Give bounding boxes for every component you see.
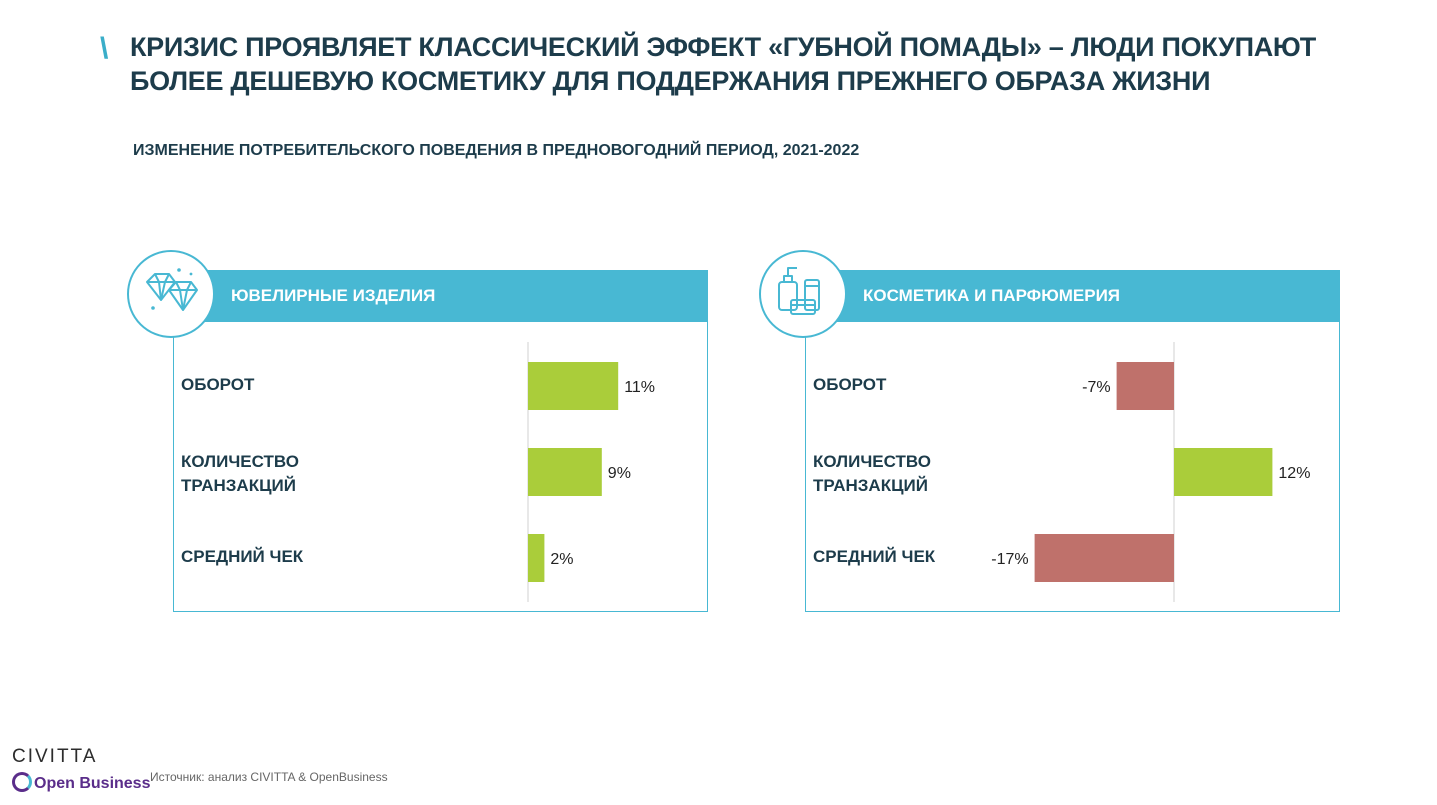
chart-subtitle: ИЗМЕНЕНИЕ ПОТРЕБИТЕЛЬСКОГО ПОВЕДЕНИЯ В П… bbox=[133, 142, 860, 159]
page-title: КРИЗИС ПРОЯВЛЯЕТ КЛАССИЧЕСКИЙ ЭФФЕКТ «ГУ… bbox=[130, 32, 1316, 96]
openbusiness-logo: Open Business bbox=[12, 772, 150, 793]
bar-3 bbox=[1034, 534, 1174, 582]
data-label-1: -7% bbox=[1082, 379, 1110, 396]
data-label-3: 2% bbox=[550, 551, 573, 568]
source-note: Источник: анализ CIVITTA & OpenBusiness bbox=[150, 770, 388, 784]
panel-header: ЮВЕЛИРНЫЕ ИЗДЕЛИЯ bbox=[173, 270, 708, 322]
data-label-2: 9% bbox=[608, 465, 631, 482]
panel-cosmetics: КОСМЕТИКА И ПАРФЮМЕРИЯ -7% 12% -17% ОБОРОТ… bbox=[759, 250, 1340, 612]
row-label-transactions: КОЛИЧЕСТВО ТРАНЗАКЦИЙ bbox=[813, 452, 931, 495]
openbusiness-ring-icon bbox=[12, 772, 32, 792]
panel-title: КОСМЕТИКА И ПАРФЮМЕРИЯ bbox=[863, 286, 1121, 305]
data-label-1: 11% bbox=[624, 379, 655, 396]
row-label-avg-check: СРЕДНИЙ ЧЕК bbox=[181, 547, 304, 566]
row-label-turnover: ОБОРОТ bbox=[181, 375, 255, 394]
diamond-icon bbox=[127, 250, 215, 338]
chart-jewelry: 11% 9% 2% bbox=[527, 342, 655, 602]
data-label-2: 12% bbox=[1278, 465, 1310, 482]
title-accent-slash: \ bbox=[100, 32, 109, 65]
bar-2 bbox=[1174, 448, 1273, 496]
cosmetics-icon bbox=[759, 250, 847, 338]
panel-jewelry: ЮВЕЛИРНЫЕ ИЗДЕЛИЯ 11% 9% 2% ОБОРОТ КОЛИЧЕС… bbox=[127, 250, 708, 612]
bar-3 bbox=[528, 534, 545, 582]
bar-1 bbox=[1116, 362, 1174, 410]
openbusiness-logo-text: Open Business bbox=[34, 775, 151, 792]
panel-header: КОСМЕТИКА И ПАРФЮМЕРИЯ bbox=[805, 270, 1340, 322]
chart-cosmetics: -7% 12% -17% bbox=[991, 342, 1310, 602]
data-label-3: -17% bbox=[991, 551, 1028, 568]
row-label-transactions: КОЛИЧЕСТВО ТРАНЗАКЦИЙ bbox=[181, 452, 299, 495]
bar-2 bbox=[528, 448, 602, 496]
bar-1 bbox=[528, 362, 619, 410]
row-label-turnover: ОБОРОТ bbox=[813, 375, 887, 394]
civitta-logo: CIVITTA bbox=[12, 746, 98, 767]
panel-title: ЮВЕЛИРНЫЕ ИЗДЕЛИЯ bbox=[231, 286, 436, 305]
row-label-avg-check: СРЕДНИЙ ЧЕК bbox=[813, 547, 936, 566]
